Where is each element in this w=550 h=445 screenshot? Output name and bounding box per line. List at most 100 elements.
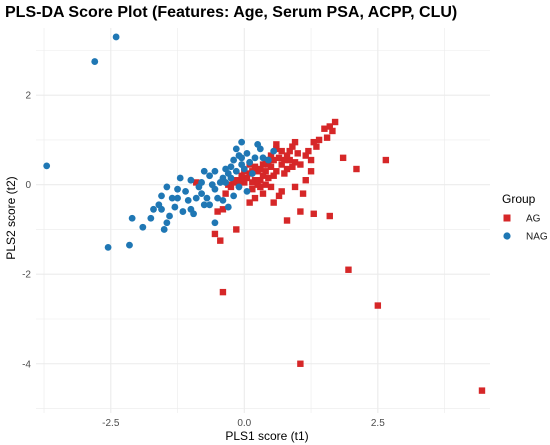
point-ag <box>297 208 304 215</box>
point-ag <box>286 156 293 164</box>
point-nag <box>243 149 251 157</box>
point-ag <box>286 147 293 155</box>
point-nag <box>171 203 179 211</box>
point-ag <box>331 118 339 126</box>
point-ag <box>353 165 360 173</box>
point-ag <box>291 183 299 191</box>
point-ag <box>382 156 390 164</box>
point-ag <box>219 206 227 213</box>
point-ag <box>278 188 285 195</box>
point-ag <box>273 141 280 148</box>
point-ag <box>326 212 333 220</box>
point-nag <box>168 194 176 202</box>
point-nag <box>211 185 219 193</box>
point-nag <box>211 167 219 175</box>
point-ag <box>329 127 336 135</box>
point-ag <box>297 161 304 168</box>
point-ag <box>246 199 253 206</box>
point-ag <box>374 302 382 309</box>
point-nag <box>174 185 181 193</box>
point-ag <box>283 165 291 173</box>
point-ag <box>251 194 259 202</box>
y-axis-label: PLS2 score (t2) <box>4 176 18 259</box>
point-ag <box>310 210 317 217</box>
point-nag <box>227 174 235 182</box>
point-ag <box>313 143 320 150</box>
point-nag <box>206 201 213 209</box>
point-nag <box>158 205 165 213</box>
point-ag <box>270 156 277 164</box>
chart-title: PLS-DA Score Plot (Features: Age, Serum … <box>5 4 457 21</box>
point-nag <box>264 156 272 164</box>
point-nag <box>158 192 165 200</box>
point-nag <box>184 196 192 204</box>
point-ag <box>233 226 240 233</box>
point-ag <box>265 174 272 182</box>
point-nag <box>240 165 248 173</box>
point-ag <box>326 123 333 130</box>
point-ag <box>222 190 229 197</box>
point-ag <box>307 168 315 175</box>
point-ag <box>297 360 304 367</box>
legend: Group AG NAG <box>502 192 548 243</box>
point-nag <box>232 167 240 175</box>
series-ag <box>193 118 486 394</box>
point-ag <box>217 237 224 244</box>
point-ag <box>345 266 352 273</box>
point-ag <box>270 172 277 179</box>
point-ag <box>270 199 277 206</box>
point-nag <box>198 179 205 186</box>
point-nag <box>139 223 147 231</box>
point-nag <box>270 147 278 155</box>
point-nag <box>104 243 112 251</box>
point-nag <box>219 196 227 204</box>
legend-label-ag: AG <box>526 214 541 225</box>
point-ag <box>299 190 307 197</box>
point-nag <box>256 145 264 153</box>
legend-key-nag <box>503 232 511 240</box>
point-ag <box>275 192 283 200</box>
point-ag <box>238 177 245 184</box>
x-tick-label: -2.5 <box>102 418 120 429</box>
point-ag <box>225 181 232 188</box>
y-tick-label: 2 <box>25 91 31 102</box>
point-nag <box>91 58 99 65</box>
point-nag <box>128 214 136 222</box>
point-nag <box>198 190 205 198</box>
point-nag <box>126 241 133 249</box>
point-ag <box>193 179 200 186</box>
point-nag <box>248 170 256 177</box>
point-ag <box>267 183 275 191</box>
point-ag <box>305 147 312 155</box>
point-ag <box>267 152 275 159</box>
point-ag <box>289 143 296 150</box>
point-ag <box>278 161 285 168</box>
y-tick-label: 0 <box>25 180 31 191</box>
point-ag <box>339 154 347 162</box>
point-ag <box>283 152 291 159</box>
x-tick-label: 0.0 <box>237 418 251 429</box>
point-nag <box>200 201 208 209</box>
point-ag <box>291 159 299 166</box>
tick-labels: -2.5 0.0 2.5 2 0 -2 -4 <box>22 91 385 429</box>
point-nag <box>200 167 208 175</box>
point-ag <box>262 181 269 188</box>
point-ag <box>307 156 315 164</box>
point-nag <box>112 33 120 41</box>
point-ag <box>315 136 323 144</box>
point-nag <box>182 188 189 195</box>
point-ag <box>275 154 283 162</box>
series-nag <box>43 33 278 251</box>
point-ag <box>273 145 280 153</box>
point-nag <box>259 154 267 162</box>
point-ag <box>478 387 486 394</box>
y-tick-label: -4 <box>22 359 31 370</box>
point-nag <box>192 194 200 202</box>
point-nag <box>238 154 246 162</box>
point-nag <box>222 179 230 186</box>
point-nag <box>227 163 235 171</box>
grid-lines <box>36 28 490 413</box>
point-nag <box>243 188 251 195</box>
point-ag <box>265 161 272 168</box>
point-nag <box>203 194 211 202</box>
